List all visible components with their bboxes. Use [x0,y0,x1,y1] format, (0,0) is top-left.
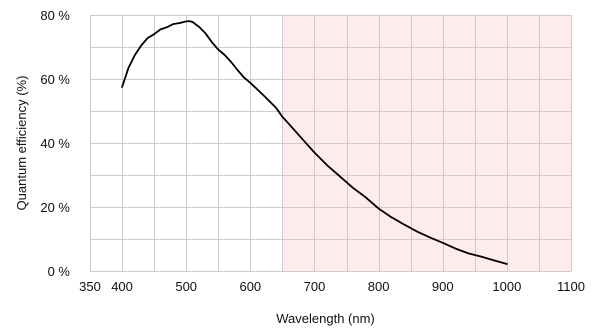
y-tick-label: 20 % [40,200,70,215]
series-layer [121,20,508,265]
x-tick-label: 1000 [492,279,521,294]
series-line-0 [121,20,508,265]
x-tick-label: 1100 [557,279,585,294]
x-tick-label: 350 [79,279,101,294]
x-tick-label: 400 [111,279,133,294]
x-tick-label: 800 [368,279,390,294]
y-axis-label: Quantum efficiency (%) [14,76,29,211]
x-axis-label: Wavelength (nm) [276,311,375,326]
x-tick-label: 500 [175,279,197,294]
x-tick-label: 900 [432,279,454,294]
y-tick-label: 80 % [40,8,70,23]
x-tick-label: 600 [239,279,261,294]
y-tick-label: 40 % [40,136,70,151]
y-tick-label: 60 % [40,72,70,87]
x-tick-label: 700 [304,279,326,294]
tick-label-layer: 350 400 500 600 700 800 900 1000 1100 0 % 20 % 40 %… [40,8,585,294]
y-tick-label: 0 % [48,264,71,279]
